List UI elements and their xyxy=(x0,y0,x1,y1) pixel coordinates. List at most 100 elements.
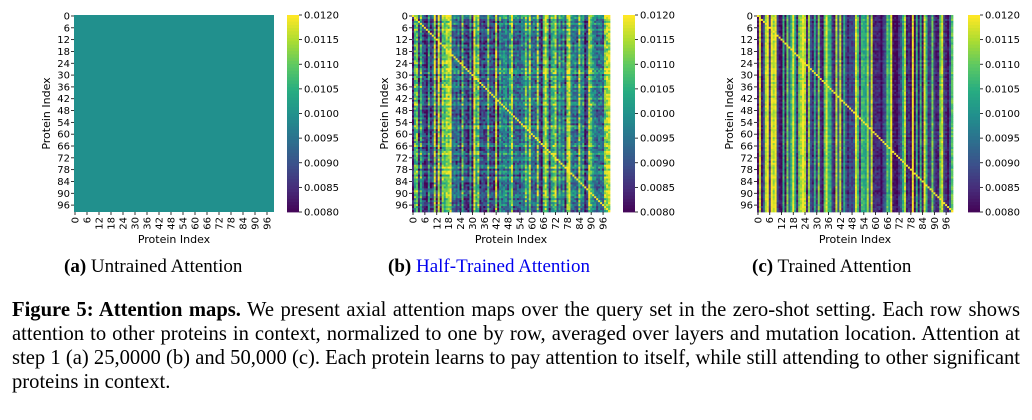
heatmap-cell xyxy=(544,83,547,87)
heatmap-cell xyxy=(578,52,581,55)
heatmap-cell xyxy=(570,107,573,110)
heatmap-cell xyxy=(489,20,492,24)
heatmap-cell xyxy=(493,107,496,110)
heatmap-cell xyxy=(556,22,559,26)
heatmap-cell xyxy=(435,109,439,112)
heatmap-cell xyxy=(475,74,478,77)
heatmap-cells xyxy=(74,15,274,212)
heatmap-cell xyxy=(534,93,538,97)
heatmap-cell xyxy=(435,50,439,53)
heatmap-cell xyxy=(493,50,496,53)
heatmap-cell xyxy=(495,62,498,65)
heatmap-cell xyxy=(584,58,587,61)
heatmap-cell xyxy=(417,68,421,71)
heatmap-cell xyxy=(550,22,553,26)
heatmap-cell xyxy=(540,30,544,34)
heatmap-cell xyxy=(503,70,506,73)
heatmap-cell xyxy=(413,32,417,36)
heatmap-cell xyxy=(417,85,421,89)
heatmap-cell xyxy=(606,76,609,79)
heatmap-cell xyxy=(590,16,593,20)
heatmap-cell xyxy=(524,40,528,43)
heatmap-cell xyxy=(441,70,445,73)
heatmap-cell xyxy=(538,68,542,71)
heatmap-cell xyxy=(568,22,571,26)
heatmap-cell xyxy=(608,15,611,18)
heatmap-cell xyxy=(596,58,599,61)
heatmap-cell xyxy=(465,60,468,63)
heatmap-cell xyxy=(509,58,512,61)
heatmap-cell xyxy=(590,38,593,41)
heatmap-cell xyxy=(485,103,488,106)
heatmap-cell xyxy=(487,52,490,55)
heatmap-cell xyxy=(548,26,551,30)
heatmap-cell xyxy=(437,24,441,28)
heatmap-cell xyxy=(489,93,492,97)
heatmap-cell xyxy=(514,66,518,69)
heatmap-cell xyxy=(453,83,456,87)
heatmap-cell xyxy=(520,24,524,28)
heatmap-cell xyxy=(556,89,559,93)
heatmap-cell xyxy=(439,38,443,41)
heatmap-cell xyxy=(578,99,581,103)
heatmap-cell xyxy=(566,66,569,69)
heatmap-cell xyxy=(524,89,528,93)
heatmap-cell xyxy=(526,44,530,47)
heatmap-cell xyxy=(546,64,549,67)
heatmap-cell xyxy=(538,80,542,83)
heatmap-cell xyxy=(598,85,601,89)
heatmap-cell xyxy=(507,89,510,93)
heatmap-cell xyxy=(586,99,589,103)
heatmap-cell xyxy=(443,50,447,53)
heatmap-cell xyxy=(412,80,415,83)
heatmap-cell xyxy=(441,36,445,39)
heatmap-cell xyxy=(570,48,573,51)
heatmap-cell xyxy=(560,105,563,108)
heatmap-cell xyxy=(415,38,419,41)
heatmap-cell xyxy=(469,46,472,49)
heatmap-cell xyxy=(473,83,476,87)
heatmap-cell xyxy=(481,26,484,30)
heatmap-cell xyxy=(463,36,466,39)
heatmap-cell xyxy=(455,68,458,71)
heatmap-cell xyxy=(427,97,431,101)
heatmap-cell xyxy=(439,42,443,45)
heatmap-cell xyxy=(453,56,456,59)
heatmap-cell xyxy=(445,109,448,112)
colorbar-segment xyxy=(287,189,299,193)
heatmap-cell xyxy=(538,101,542,104)
heatmap-cell xyxy=(598,42,601,45)
heatmap-cell xyxy=(550,48,553,51)
heatmap-cell xyxy=(526,89,530,93)
heatmap-cell xyxy=(455,91,458,95)
heatmap-cell xyxy=(481,32,484,36)
heatmap-cell xyxy=(495,81,498,85)
heatmap-cell xyxy=(560,97,563,101)
heatmap-cell xyxy=(491,105,494,108)
heatmap-cell xyxy=(556,83,559,87)
heatmap-cell xyxy=(514,40,518,43)
heatmap-cell xyxy=(467,60,470,63)
heatmap-cell xyxy=(459,76,462,79)
heatmap-cell xyxy=(526,56,530,59)
heatmap-cell xyxy=(558,48,561,51)
heatmap-cell xyxy=(576,44,579,47)
heatmap-cell xyxy=(602,66,605,69)
heatmap-cell xyxy=(487,81,490,85)
heatmap-cell xyxy=(516,28,520,32)
heatmap-cell xyxy=(538,46,542,49)
heatmap-cell xyxy=(558,32,561,36)
heatmap-cell xyxy=(481,60,484,63)
heatmap-cell xyxy=(495,20,498,24)
heatmap-cell xyxy=(588,101,591,104)
heatmap-cell xyxy=(582,54,585,57)
heatmap-cell xyxy=(604,105,607,108)
heatmap-cell xyxy=(550,70,553,73)
heatmap-cell xyxy=(471,34,474,38)
heatmap-cell xyxy=(481,42,484,45)
heatmap-cell xyxy=(419,80,423,83)
heatmap-cell xyxy=(586,38,589,41)
heatmap-cell xyxy=(425,16,429,20)
heatmap-cell xyxy=(552,48,555,51)
heatmap-cell xyxy=(461,78,464,81)
